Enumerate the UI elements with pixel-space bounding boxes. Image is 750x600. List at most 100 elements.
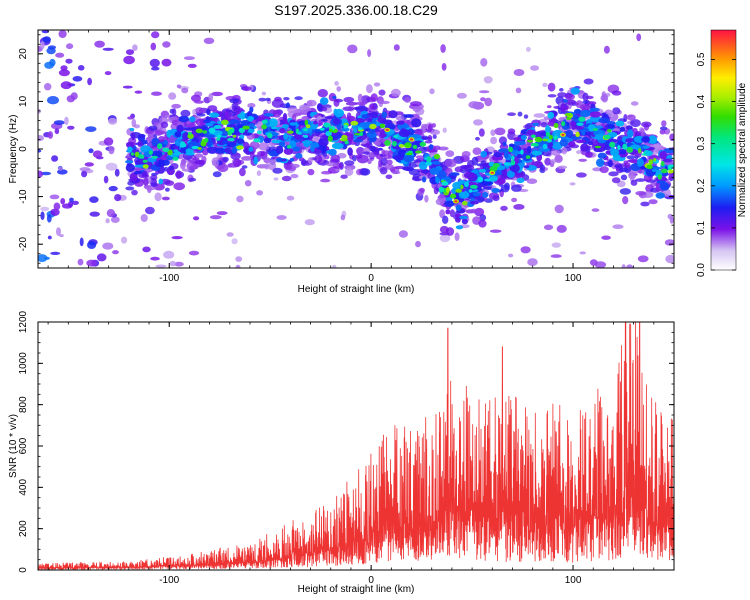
heatmap-cell: [174, 261, 184, 267]
heatmap-cell: [89, 196, 99, 204]
heatmap-cell: [58, 166, 63, 171]
heatmap-cell: [125, 163, 135, 172]
heatmap-cell: [291, 128, 296, 136]
heatmap-cell: [142, 159, 148, 163]
heatmap-cell: [353, 139, 364, 143]
heatmap-cell: [585, 95, 594, 100]
heatmap-cell: [398, 144, 405, 148]
heatmap-cell: [341, 127, 350, 132]
heatmap-cell: [468, 101, 480, 109]
heatmap-cell: [171, 103, 182, 109]
heatmap-cell: [221, 140, 229, 145]
heatmap-cell: [353, 127, 358, 134]
heatmap-cell: [576, 122, 584, 126]
heatmap-cell: [635, 178, 646, 182]
heatmap-cell: [60, 65, 68, 71]
heatmap-cell: [335, 168, 340, 172]
heatmap-cell: [125, 160, 134, 164]
heatmap-cell: [258, 97, 267, 102]
heatmap-cell: [231, 146, 237, 154]
heatmap-cell: [89, 211, 100, 217]
heatmap-cell: [412, 173, 422, 181]
heatmap-cell: [226, 142, 236, 148]
heatmap-cell: [321, 144, 327, 154]
heatmap-cell: [154, 192, 162, 202]
heatmap-cell: [256, 170, 262, 177]
heatmap-cell: [263, 137, 272, 144]
heatmap-cell: [105, 218, 110, 224]
heatmap-cell: [334, 81, 339, 86]
heatmap-cell: [502, 141, 507, 147]
heatmap-cell: [171, 236, 183, 240]
heatmap-cell: [162, 147, 170, 152]
heatmap-cell: [598, 117, 611, 124]
heatmap-cell: [655, 186, 660, 192]
heatmap-cell: [142, 164, 149, 169]
heatmap-cell: [478, 128, 485, 137]
heatmap-cell: [557, 92, 567, 98]
heatmap-cell: [570, 120, 577, 127]
heatmap-cell: [542, 138, 549, 142]
heatmap-cell: [408, 161, 418, 168]
heatmap-cell: [195, 107, 204, 114]
heatmap-cell: [454, 232, 460, 241]
heatmap-cell: [336, 86, 342, 92]
heatmap-cell: [84, 162, 95, 167]
heatmap-cell: [454, 166, 464, 173]
heatmap-cell: [307, 157, 313, 164]
x-tick-label: -100: [159, 575, 179, 586]
heatmap-cell: [151, 91, 162, 96]
heatmap-cell: [554, 154, 563, 163]
heatmap-cell: [475, 136, 480, 141]
heatmap-cell: [191, 145, 200, 150]
heatmap-cell: [114, 168, 120, 177]
heatmap-cell: [510, 149, 519, 155]
heatmap-cell: [545, 132, 551, 137]
heatmap-cell: [212, 159, 219, 167]
heatmap-cell: [374, 141, 381, 146]
heatmap-cell: [584, 151, 593, 158]
heatmap-cell: [169, 260, 177, 267]
heatmap-cell: [589, 101, 597, 105]
heatmap-cell: [641, 121, 652, 128]
heatmap-cell: [437, 146, 449, 151]
heatmap-cell: [176, 84, 182, 89]
heatmap-cell: [189, 116, 196, 123]
heatmap-cell: [500, 184, 510, 193]
heatmap-cell: [289, 157, 295, 162]
heatmap-cell: [58, 30, 67, 38]
heatmap-cell: [148, 150, 153, 155]
heatmap-cell: [257, 150, 266, 157]
heatmap-cell: [355, 154, 363, 159]
heatmap-cell: [592, 128, 599, 131]
heatmap-cell: [154, 130, 166, 135]
snr-series-line: [38, 322, 674, 570]
heatmap-cell: [340, 214, 346, 221]
heatmap-cell: [622, 196, 629, 205]
heatmap-cell: [564, 93, 576, 101]
heatmap-cell: [526, 46, 531, 52]
heatmap-cell: [426, 148, 438, 153]
heatmap-cell: [181, 87, 189, 94]
heatmap-cell: [123, 55, 135, 65]
heatmap-cell: [570, 87, 580, 95]
heatmap-cell: [239, 134, 245, 140]
heatmap-cell: [212, 171, 222, 178]
heatmap-cell: [667, 213, 674, 220]
heatmap-cell: [88, 148, 94, 154]
heatmap-cell: [516, 154, 523, 159]
heatmap-cell: [142, 170, 148, 177]
heatmap-cell: [458, 190, 470, 199]
heatmap-cell: [186, 161, 197, 171]
heatmap-cell: [578, 116, 586, 122]
heatmap-cell: [484, 97, 493, 107]
colorbar-tick-label: 0.5: [696, 52, 707, 66]
heatmap-cell: [379, 167, 388, 175]
heatmap-cell: [267, 132, 273, 139]
heatmap-cell: [378, 89, 386, 96]
heatmap-cell: [601, 235, 611, 240]
heatmap-cell: [340, 138, 348, 142]
heatmap-cell: [575, 100, 583, 109]
heatmap-cell: [357, 127, 363, 130]
heatmap-cell: [183, 56, 195, 60]
